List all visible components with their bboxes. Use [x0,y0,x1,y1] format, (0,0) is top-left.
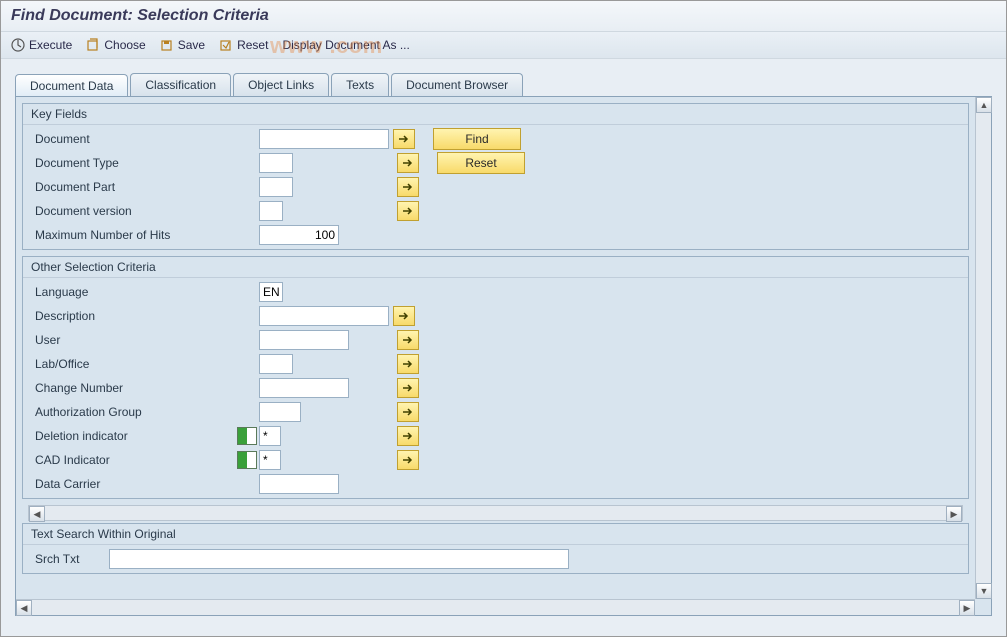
language-label: Language [29,285,259,299]
execute-button[interactable]: Execute [11,38,72,52]
reset-toolbar-button[interactable]: Reset [219,38,268,52]
auth-group-multi-button[interactable] [397,402,419,422]
tabstrip: Document Data Classification Object Link… [1,59,1006,96]
group-key-fields-title: Key Fields [23,104,968,125]
max-hits-input[interactable] [259,225,339,245]
inner-scroll-right[interactable]: ▶ [946,506,962,522]
hscroll-left[interactable]: ◀ [16,600,32,616]
group-key-fields: Key Fields Document Find Document Type R… [22,103,969,250]
document-part-label: Document Part [29,180,259,194]
choose-label: Choose [104,38,145,52]
change-number-multi-button[interactable] [397,378,419,398]
cad-ind-input[interactable] [259,450,281,470]
deletion-ind-label: Deletion indicator [29,429,237,443]
tab-panel: Key Fields Document Find Document Type R… [15,96,992,616]
user-input[interactable] [259,330,349,350]
display-as-button[interactable]: Display Document As ... [282,38,409,52]
toolbar: Execute Choose Save Reset Display Docume… [1,31,1006,59]
save-button[interactable]: Save [160,38,205,52]
tab-classification[interactable]: Classification [130,73,231,96]
scroll-area: Key Fields Document Find Document Type R… [16,97,975,599]
document-type-multi-button[interactable] [397,153,419,173]
reset-button[interactable]: Reset [437,152,525,174]
reset-toolbar-label: Reset [237,38,268,52]
inner-scroll-left[interactable]: ◀ [29,506,45,522]
find-button[interactable]: Find [433,128,521,150]
srch-txt-input[interactable] [109,549,569,569]
max-hits-label: Maximum Number of Hits [29,228,259,242]
save-label: Save [178,38,205,52]
group-text-search: Text Search Within Original Srch Txt [22,523,969,574]
data-carrier-label: Data Carrier [29,477,259,491]
description-multi-button[interactable] [393,306,415,326]
choose-button[interactable]: Choose [86,38,145,52]
srch-txt-label: Srch Txt [29,552,109,566]
lab-office-input[interactable] [259,354,293,374]
deletion-indicator-button[interactable] [237,427,257,445]
vscroll-up[interactable]: ▲ [976,97,992,113]
save-icon [160,38,174,52]
group-other-criteria: Other Selection Criteria Language Descri… [22,256,969,499]
inner-hscroll[interactable]: ◀ ▶ [28,505,963,521]
deletion-ind-multi-button[interactable] [397,426,419,446]
document-version-input[interactable] [259,201,283,221]
data-carrier-input[interactable] [259,474,339,494]
auth-group-label: Authorization Group [29,405,259,419]
page-title: Find Document: Selection Criteria [11,7,996,25]
execute-icon [11,38,25,52]
document-part-input[interactable] [259,177,293,197]
reset-icon [219,38,233,52]
description-label: Description [29,309,259,323]
document-part-multi-button[interactable] [397,177,419,197]
user-label: User [29,333,259,347]
cad-ind-multi-button[interactable] [397,450,419,470]
document-multi-button[interactable] [393,129,415,149]
auth-group-input[interactable] [259,402,301,422]
tab-document-data[interactable]: Document Data [15,74,128,97]
document-type-input[interactable] [259,153,293,173]
cad-indicator-button[interactable] [237,451,257,469]
panel-vscroll[interactable]: ▲ ▼ [975,97,991,599]
lab-office-multi-button[interactable] [397,354,419,374]
document-label: Document [29,132,259,146]
user-multi-button[interactable] [397,330,419,350]
panel-hscroll[interactable]: ◀ ▶ [16,599,975,615]
description-input[interactable] [259,306,389,326]
document-type-label: Document Type [29,156,259,170]
hscroll-right[interactable]: ▶ [959,600,975,616]
cad-ind-label: CAD Indicator [29,453,237,467]
execute-label: Execute [29,38,72,52]
document-version-label: Document version [29,204,259,218]
change-number-label: Change Number [29,381,259,395]
tab-object-links[interactable]: Object Links [233,73,329,96]
choose-icon [86,38,100,52]
group-other-title: Other Selection Criteria [23,257,968,278]
change-number-input[interactable] [259,378,349,398]
document-version-multi-button[interactable] [397,201,419,221]
language-input[interactable] [259,282,283,302]
header: Find Document: Selection Criteria [1,1,1006,31]
display-as-label: Display Document As ... [282,38,409,52]
tab-document-browser[interactable]: Document Browser [391,73,523,96]
group-text-search-title: Text Search Within Original [23,524,968,545]
lab-office-label: Lab/Office [29,357,259,371]
vscroll-down[interactable]: ▼ [976,583,992,599]
deletion-ind-input[interactable] [259,426,281,446]
tab-texts[interactable]: Texts [331,73,389,96]
document-input[interactable] [259,129,389,149]
